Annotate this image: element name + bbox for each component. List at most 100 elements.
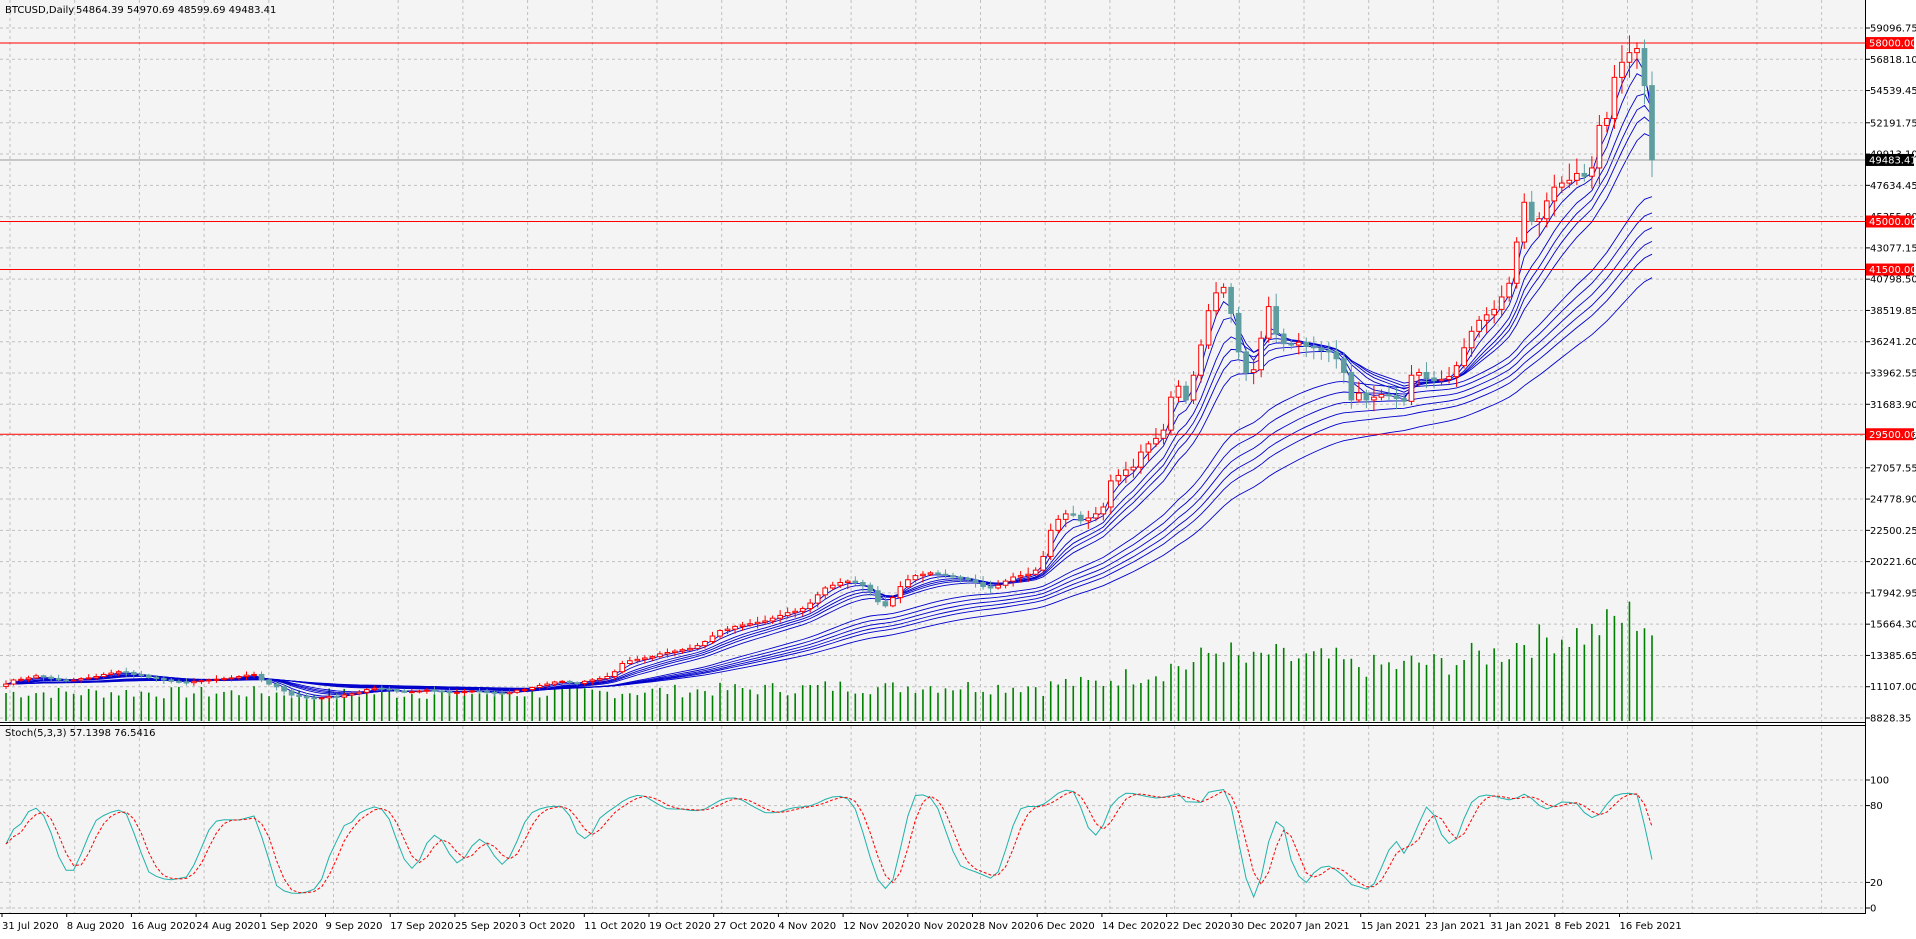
candle-body [318,697,325,700]
candle-body [236,676,242,679]
price-tick-label: 27057.55 [1870,463,1916,474]
price-tick-label: 11107.00 [1870,682,1916,693]
candle-body [935,572,941,575]
candle-body [754,621,761,625]
horizontal-levels[interactable] [0,42,1866,435]
candle-body [1055,518,1062,531]
candle-body [581,680,588,684]
candle-body [1183,385,1189,401]
candle-body [1558,182,1565,188]
candle-body [48,676,54,680]
candle-body [356,691,363,695]
candle-body [724,628,731,632]
candle-body [559,680,566,683]
moving-average-line [5,93,1653,696]
chart-symbol-title: BTCUSD,Daily [5,5,74,16]
candle-body [1205,310,1212,346]
candle-body [1408,374,1415,402]
level-price-tag [1866,428,1914,441]
price-tick-label: 40798.50 [1870,275,1916,286]
candle-body [303,695,310,699]
price-tick-label: 24778.90 [1870,495,1916,506]
candle-body [401,690,408,693]
candle-body [424,689,430,692]
candle-body [183,681,190,684]
candle-body [529,687,535,691]
candle-body [912,575,919,581]
candle-body [852,580,859,583]
candle-body [679,649,686,652]
candle-body [1543,200,1550,220]
time-tick-label: 20 Nov 2020 [908,921,972,932]
time-tick-label: 1 Sep 2020 [261,921,318,932]
stochastic-panel-background [0,726,1866,913]
candle-body [1032,569,1039,575]
price-tick-label: 33962.55 [1870,369,1916,380]
candle-body [664,652,671,655]
candle-body [198,680,205,683]
candle-body [1153,437,1159,445]
candle-body [1108,480,1114,508]
candle-body [115,671,122,674]
candle-body [499,692,505,695]
candle-body [1085,517,1092,522]
candle-body [221,678,227,681]
candle-body [176,680,182,683]
candle-body [1378,393,1385,398]
candle-body [649,656,656,659]
candle-body [1581,172,1588,177]
candle-body [1528,201,1535,222]
candle-body [1280,333,1287,345]
time-tick-label: 15 Jan 2021 [1361,921,1421,932]
candle-body [100,673,107,678]
stoch-tick-label: 20 [1870,878,1883,889]
candle-body [1017,575,1024,578]
candle-body [1025,573,1032,577]
candle-body [311,697,317,700]
candle-body [1649,85,1655,161]
candle-body [762,620,768,623]
candle-body [1438,378,1445,382]
candle-body [288,690,295,696]
candle-body [371,687,378,691]
candle-body [333,695,340,698]
candle-body [687,647,693,651]
stochastic-title: Stoch(5,3,3) 57.1398 76.5416 [5,728,156,739]
candle-body [1213,292,1219,312]
time-tick-label: 11 Oct 2020 [584,921,646,932]
candle-body [1115,474,1122,482]
candle-body [1250,369,1257,373]
time-tick-label: 22 Dec 2020 [1167,921,1231,932]
candle-body [792,610,799,614]
candle-body [957,576,964,579]
candle-body [1626,52,1633,63]
candle-body [769,617,776,622]
candle-body [476,690,483,693]
candle-body [145,674,152,678]
price-tick-label: 52191.75 [1870,118,1916,129]
candle-body [1295,341,1302,346]
candle-body [807,602,814,610]
candle-body [980,581,986,588]
candle-body [905,579,911,588]
price-tick-label: 17942.95 [1870,588,1916,599]
time-tick-label: 16 Aug 2020 [131,921,195,932]
candle-body [1604,118,1610,126]
candle-body [378,687,385,690]
candle-body [1325,350,1332,353]
candle-body [1062,513,1069,520]
candle-body [1619,61,1625,78]
candle-body [1273,306,1280,335]
price-tick-label: 13385.65 [1870,651,1916,662]
candle-body [882,601,889,607]
candle-body [431,689,438,692]
candle-body [281,686,287,692]
candle-body [439,690,445,693]
candle-body [1258,337,1264,371]
candle-body [153,676,160,680]
candle-body [890,597,896,607]
candle-body [1100,506,1107,515]
candle-body [1348,371,1355,401]
candle-body [446,691,453,694]
